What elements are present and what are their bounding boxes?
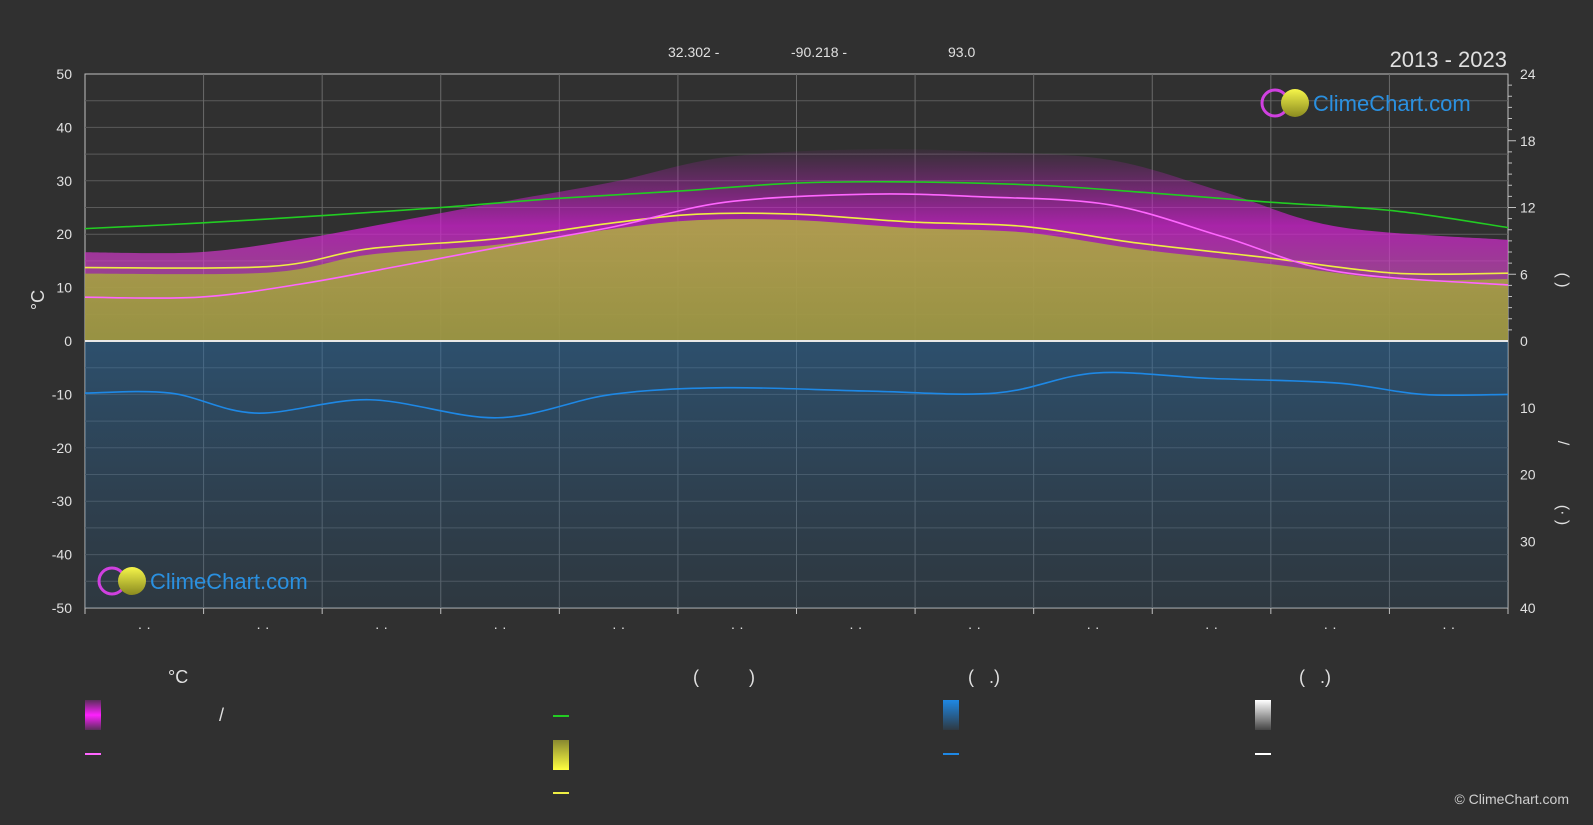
month-tick-label: · ·	[1442, 619, 1455, 635]
legend-sunshine-swatch	[553, 740, 569, 770]
legend-col1-header: °C	[168, 667, 188, 687]
left-tick-label: -20	[52, 440, 72, 456]
left-tick-label: -50	[52, 600, 72, 616]
month-tick-label: · ·	[1324, 619, 1337, 635]
right-tick-label-precip: 20	[1520, 467, 1536, 483]
brand-logo-bottom[interactable]: ClimeChart.com	[97, 566, 308, 596]
right-tick-label-hours: 6	[1520, 266, 1528, 282]
sunshine-line	[84, 212, 1509, 276]
legend-col3-header: ( .)	[968, 667, 1000, 687]
left-tick-label: 40	[56, 119, 72, 135]
right-axis-label-bottom-2: (· )	[1554, 505, 1571, 525]
legend-precip-swatch	[943, 700, 959, 730]
right-tick-label-hours: 0	[1520, 333, 1528, 349]
month-tick-label: · ·	[375, 619, 388, 635]
right-tick-label-precip: 30	[1520, 533, 1536, 549]
precipitation-line	[84, 371, 1509, 419]
month-tick-label: · ·	[256, 619, 269, 635]
month-tick-label: · ·	[1086, 619, 1099, 635]
left-tick-label: 50	[56, 66, 72, 82]
left-axis-ticks: 50 40 30 20 10 0 -10 -20 -30 -40 -50	[52, 66, 72, 616]
legend: °C / ( ) ( .) ( .)	[85, 667, 1331, 794]
brand-name-bottom: ClimeChart.com	[150, 569, 308, 594]
left-tick-label: -40	[52, 547, 72, 563]
month-tick-label: · ·	[1205, 619, 1218, 635]
month-tick-label: · ·	[493, 619, 506, 635]
left-tick-label: -10	[52, 386, 72, 402]
legend-col1-slash: /	[219, 705, 224, 725]
left-tick-label: 30	[56, 173, 72, 189]
daylight-line	[84, 180, 1509, 230]
longitude-label: -90.218 -	[791, 44, 847, 60]
right-axis-ticks: 24 18 12 6 0 10 20 30 40	[1508, 66, 1536, 616]
copyright[interactable]: © ClimeChart.com	[1454, 791, 1569, 807]
right-tick-label-hours: 18	[1520, 133, 1536, 149]
legend-col4-header: ( .)	[1299, 667, 1331, 687]
right-tick-label-precip: 10	[1520, 400, 1536, 416]
legend-snow-swatch	[1255, 700, 1271, 730]
series-lines	[84, 180, 1509, 419]
month-tick-label: · ·	[849, 619, 862, 635]
month-tick-label: · ·	[968, 619, 981, 635]
right-tick-label-precip: 40	[1520, 600, 1536, 616]
left-tick-label: 0	[64, 333, 72, 349]
legend-col2-header: ( )	[693, 667, 755, 687]
latitude-label: 32.302 -	[668, 44, 720, 60]
brand-name-top: ClimeChart.com	[1313, 91, 1471, 116]
year-range: 2013 - 2023	[1390, 47, 1507, 72]
month-tick-label: · ·	[731, 619, 744, 635]
month-tick-label: · ·	[138, 619, 151, 635]
x-axis-ticks: · · · · · · · · · · · · · · · · · · · · · · · ·	[84, 608, 1509, 635]
right-axis-label-bottom: /	[1554, 441, 1571, 446]
elevation-label: 93.0	[948, 44, 975, 60]
left-tick-label: -30	[52, 493, 72, 509]
sunshine-area	[85, 219, 1508, 341]
logo-sun-icon	[118, 567, 146, 595]
left-tick-label: 20	[56, 226, 72, 242]
logo-sun-icon	[1281, 89, 1309, 117]
month-tick-label: · ·	[612, 619, 625, 635]
legend-temp-range-swatch	[85, 700, 101, 730]
right-axis-label-top: ( )	[1554, 272, 1571, 287]
temperature-mean-line	[84, 193, 1509, 299]
precipitation-area	[85, 341, 1508, 608]
brand-logo-top[interactable]: ClimeChart.com	[1260, 88, 1471, 118]
left-tick-label: 10	[56, 280, 72, 296]
right-tick-label-hours: 12	[1520, 200, 1536, 216]
left-axis-unit: °C	[28, 290, 48, 310]
right-tick-label-hours: 24	[1520, 66, 1536, 82]
